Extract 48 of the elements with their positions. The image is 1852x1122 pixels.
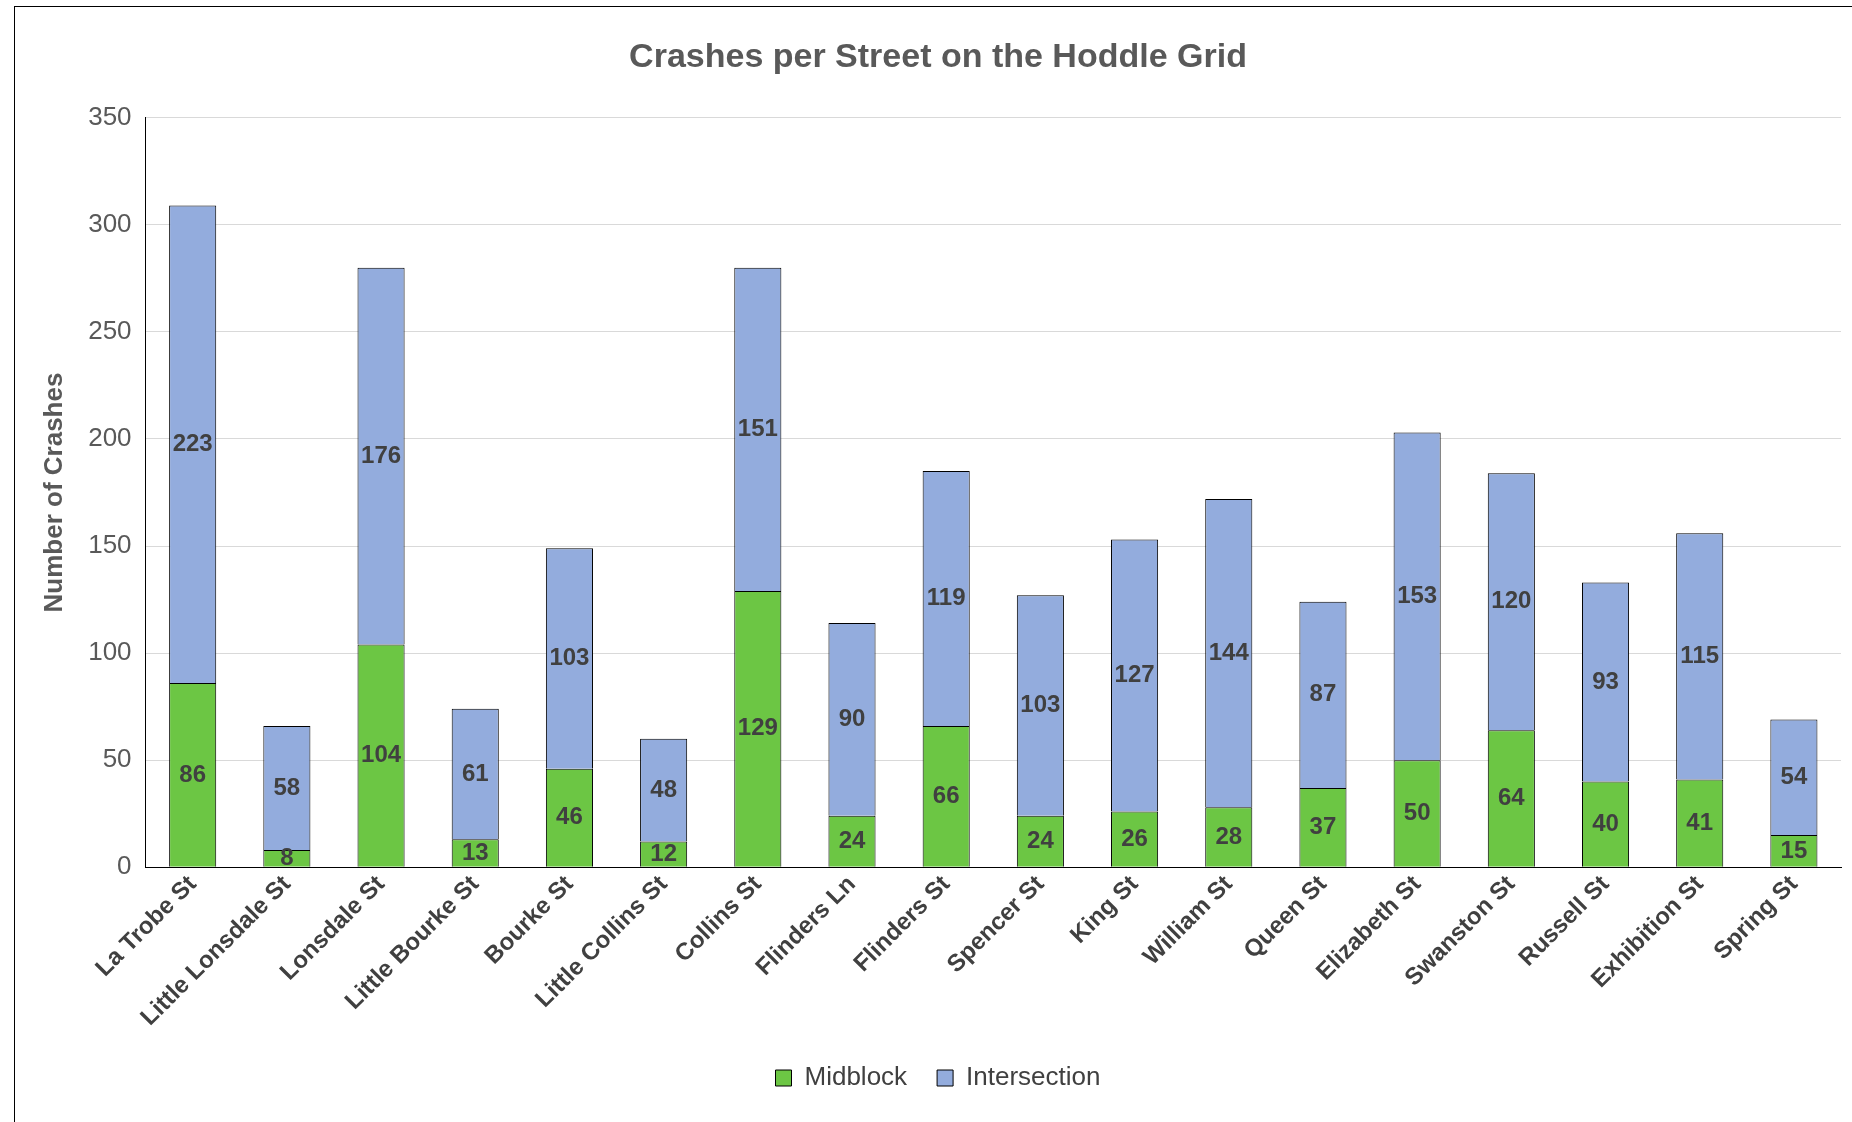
data-label: 119: [926, 583, 966, 611]
data-label: 40: [1592, 808, 1619, 836]
data-label: 103: [549, 643, 590, 671]
y-tick-label: 200: [88, 422, 132, 453]
legend-label: Intersection: [966, 1061, 1101, 1092]
y-tick-label: 300: [88, 208, 132, 239]
data-label: 90: [838, 704, 866, 732]
y-tick-label: 150: [88, 529, 132, 560]
data-label: 50: [1403, 798, 1431, 826]
chart-title: Crashes per Street on the Hoddle Grid: [629, 35, 1247, 74]
data-label: 28: [1215, 821, 1243, 849]
data-label: 151: [737, 413, 778, 441]
data-label: 153: [1397, 580, 1438, 608]
data-label: 93: [1592, 666, 1619, 694]
data-label: 54: [1780, 761, 1808, 789]
data-label: 37: [1309, 811, 1337, 839]
data-label: 15: [1780, 835, 1808, 863]
legend-label: Midblock: [804, 1061, 909, 1092]
data-label: 12: [650, 838, 677, 866]
data-label: 127: [1114, 660, 1155, 688]
y-tick-label: 50: [102, 743, 132, 774]
data-label: 64: [1497, 783, 1526, 811]
y-tick-label: 0: [117, 850, 132, 881]
data-label: 58: [273, 772, 301, 800]
data-label: 104: [361, 740, 402, 768]
y-tick-label: 250: [88, 315, 132, 346]
data-label: 41: [1686, 807, 1714, 835]
data-label: 223: [172, 428, 213, 456]
y-axis-title: Number of Crashes: [37, 372, 68, 613]
data-label: 46: [556, 802, 583, 830]
data-label: 24: [838, 825, 866, 853]
data-label: 66: [932, 780, 960, 808]
data-label: 129: [737, 713, 778, 741]
y-tick-label: 100: [88, 636, 132, 667]
data-label: 86: [179, 759, 207, 787]
data-label: 48: [650, 774, 677, 802]
data-label: 61: [461, 758, 489, 786]
data-label: 26: [1121, 823, 1148, 851]
data-label: 13: [461, 837, 489, 865]
data-label: 144: [1208, 637, 1250, 665]
data-label: 87: [1309, 679, 1337, 707]
data-label: 120: [1491, 586, 1532, 614]
data-label: 8: [280, 843, 294, 871]
data-label: 176: [361, 440, 402, 468]
y-tick-label: 350: [88, 100, 132, 131]
data-label: 115: [1680, 640, 1720, 668]
data-label: 103: [1020, 690, 1061, 718]
data-label: 24: [1027, 825, 1055, 853]
